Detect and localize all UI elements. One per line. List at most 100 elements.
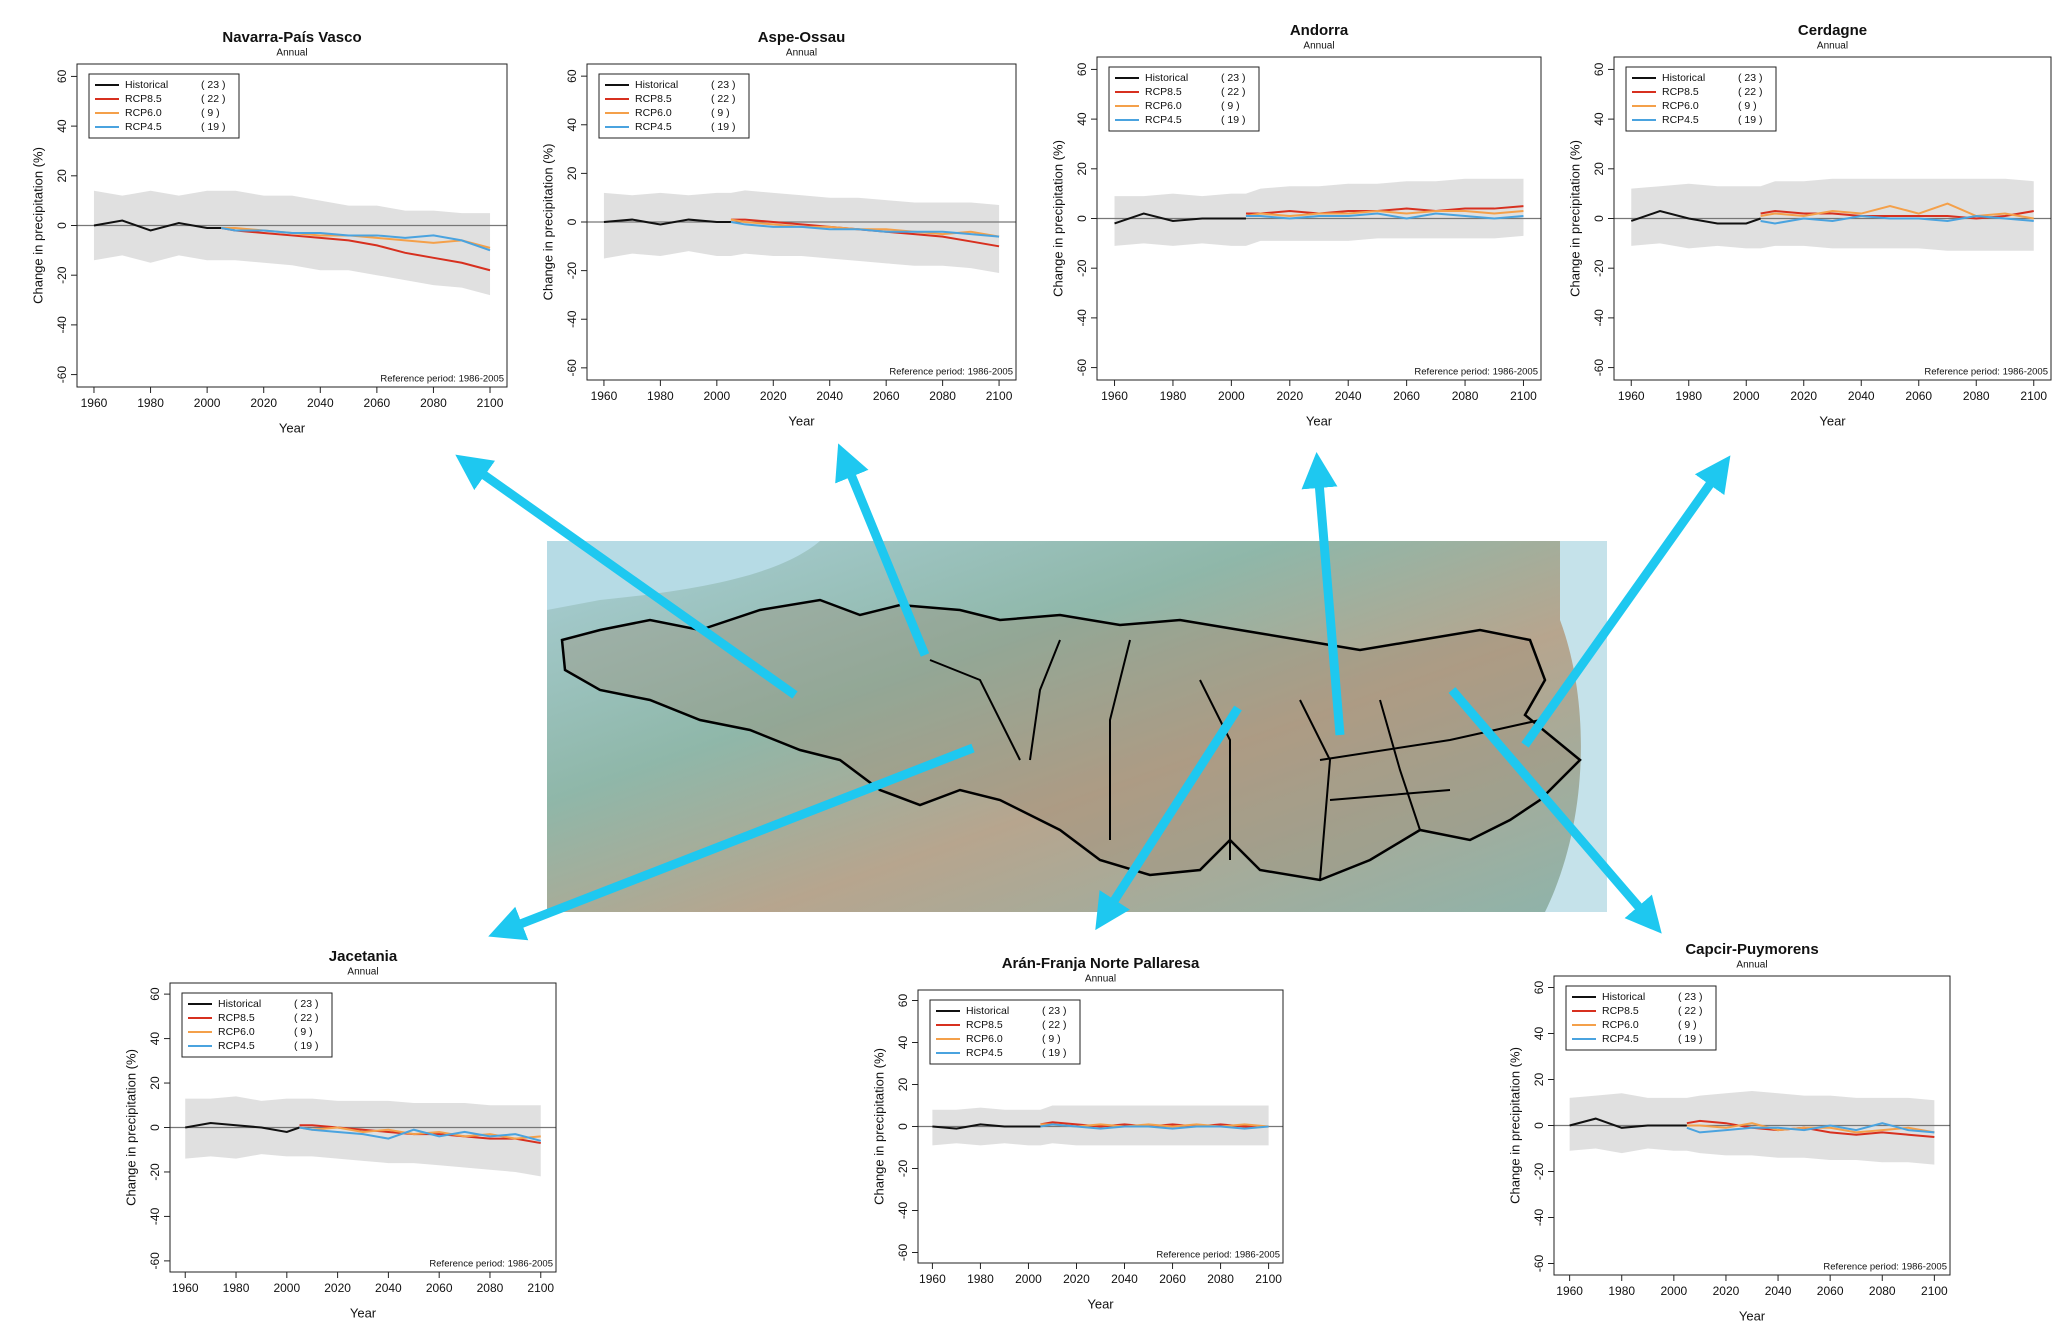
legend-label: Historical xyxy=(1602,991,1645,1003)
y-tick-label: 40 xyxy=(55,119,69,133)
x-tick-label: 1980 xyxy=(1675,389,1702,403)
chart-subtitle: Annual xyxy=(1085,974,1116,985)
legend-label: RCP4.5 xyxy=(218,1040,255,1052)
y-tick-label: -60 xyxy=(148,1252,162,1270)
legend-count: ( 23 ) xyxy=(201,79,226,91)
arrow xyxy=(1448,687,1662,934)
legend-label: RCP6.0 xyxy=(1602,1019,1639,1031)
x-tick-label: 2040 xyxy=(1848,389,1875,403)
legend-label: RCP6.0 xyxy=(125,107,162,119)
envelope xyxy=(93,190,491,296)
y-tick-label: 60 xyxy=(565,69,579,83)
x-tick-label: 1960 xyxy=(1618,389,1645,403)
legend-label: RCP6.0 xyxy=(1662,100,1699,112)
x-tick-label: 2020 xyxy=(1063,1272,1090,1286)
x-tick-label: 1960 xyxy=(81,396,108,410)
x-tick-label: 2040 xyxy=(1111,1272,1138,1286)
y-tick-label: -60 xyxy=(565,359,579,377)
x-tick-label: 2080 xyxy=(1452,389,1479,403)
x-axis-label: Year xyxy=(279,420,306,435)
y-tick-label: -40 xyxy=(55,316,69,334)
legend-count: ( 22 ) xyxy=(1738,86,1763,98)
y-tick-label: 60 xyxy=(148,987,162,1001)
x-tick-label: 1980 xyxy=(137,396,164,410)
x-tick-label: 2000 xyxy=(1733,389,1760,403)
chart-subtitle: Annual xyxy=(1303,41,1334,52)
legend-count: ( 23 ) xyxy=(1678,991,1703,1003)
x-tick-label: 2100 xyxy=(1255,1272,1282,1286)
y-axis-label: Change in precipitation (%) xyxy=(123,1049,138,1206)
x-tick-label: 2060 xyxy=(1905,389,1932,403)
envelope xyxy=(603,190,1000,274)
legend-count: ( 23 ) xyxy=(711,79,736,91)
legend-count: ( 9 ) xyxy=(1738,100,1757,112)
legend-count: ( 23 ) xyxy=(1221,72,1246,84)
chart-subtitle: Annual xyxy=(786,48,817,59)
reference-note: Reference period: 1986-2005 xyxy=(1924,367,2048,378)
x-tick-label: 1960 xyxy=(591,389,618,403)
y-tick-label: -60 xyxy=(1532,1255,1546,1273)
y-axis-label: Change in precipitation (%) xyxy=(30,147,45,304)
legend-label: RCP6.0 xyxy=(966,1033,1003,1045)
legend-label: RCP4.5 xyxy=(1602,1033,1639,1045)
y-tick-label: -20 xyxy=(148,1163,162,1181)
y-tick-label: -20 xyxy=(1075,259,1089,277)
y-tick-label: 20 xyxy=(55,169,69,183)
x-tick-label: 2080 xyxy=(1963,389,1990,403)
y-tick-label: 20 xyxy=(1592,162,1606,176)
legend-count: ( 9 ) xyxy=(294,1026,313,1038)
x-axis-label: Year xyxy=(788,413,815,428)
arrows xyxy=(455,443,1731,941)
x-tick-label: 2040 xyxy=(307,396,334,410)
y-tick-label: 20 xyxy=(565,166,579,180)
y-tick-label: -20 xyxy=(55,266,69,284)
chart-title: Arán-Franja Norte Pallaresa xyxy=(1002,955,1200,972)
y-tick-label: -20 xyxy=(896,1160,910,1178)
y-tick-label: 20 xyxy=(1532,1073,1546,1087)
x-tick-label: 1960 xyxy=(1556,1284,1583,1298)
x-tick-label: 1980 xyxy=(647,389,674,403)
legend-count: ( 9 ) xyxy=(711,107,730,119)
legend-label: RCP4.5 xyxy=(1145,114,1182,126)
series-line xyxy=(221,227,491,272)
y-tick-label: -40 xyxy=(1592,309,1606,327)
chart-title: Aspe-Ossau xyxy=(758,29,846,46)
x-axis-label: Year xyxy=(1306,413,1333,428)
series-line xyxy=(1245,210,1524,218)
x-tick-label: 2040 xyxy=(1765,1284,1792,1298)
legend-label: RCP6.0 xyxy=(1145,100,1182,112)
chart-subtitle: Annual xyxy=(347,967,378,978)
x-tick-label: 2040 xyxy=(375,1281,402,1295)
x-tick-label: 1960 xyxy=(1101,389,1128,403)
series-line xyxy=(1114,212,1246,225)
legend-count: ( 19 ) xyxy=(294,1040,319,1052)
chart-subtitle: Annual xyxy=(276,48,307,59)
legend-count: ( 9 ) xyxy=(1678,1019,1697,1031)
y-tick-label: -40 xyxy=(565,310,579,328)
x-tick-label: 2020 xyxy=(250,396,277,410)
legend-count: ( 22 ) xyxy=(711,93,736,105)
y-tick-label: 0 xyxy=(148,1124,162,1131)
x-tick-label: 2100 xyxy=(477,396,504,410)
reference-note: Reference period: 1986-2005 xyxy=(429,1259,553,1270)
series-line xyxy=(603,218,731,226)
x-axis-label: Year xyxy=(350,1305,377,1320)
y-tick-label: -40 xyxy=(148,1207,162,1225)
series-line xyxy=(932,1123,1041,1130)
legend-count: ( 22 ) xyxy=(294,1012,319,1024)
sea xyxy=(547,541,820,610)
y-tick-label: 40 xyxy=(1592,112,1606,126)
x-tick-label: 2020 xyxy=(1276,389,1303,403)
y-tick-label: -40 xyxy=(1532,1209,1546,1227)
y-tick-label: -40 xyxy=(1075,309,1089,327)
x-tick-label: 2060 xyxy=(1817,1284,1844,1298)
legend-count: ( 22 ) xyxy=(1042,1019,1067,1031)
y-tick-label: 60 xyxy=(55,69,69,83)
legend-count: ( 19 ) xyxy=(1738,114,1763,126)
y-tick-label: 60 xyxy=(1075,62,1089,76)
x-tick-label: 2000 xyxy=(273,1281,300,1295)
y-tick-label: 60 xyxy=(1592,62,1606,76)
